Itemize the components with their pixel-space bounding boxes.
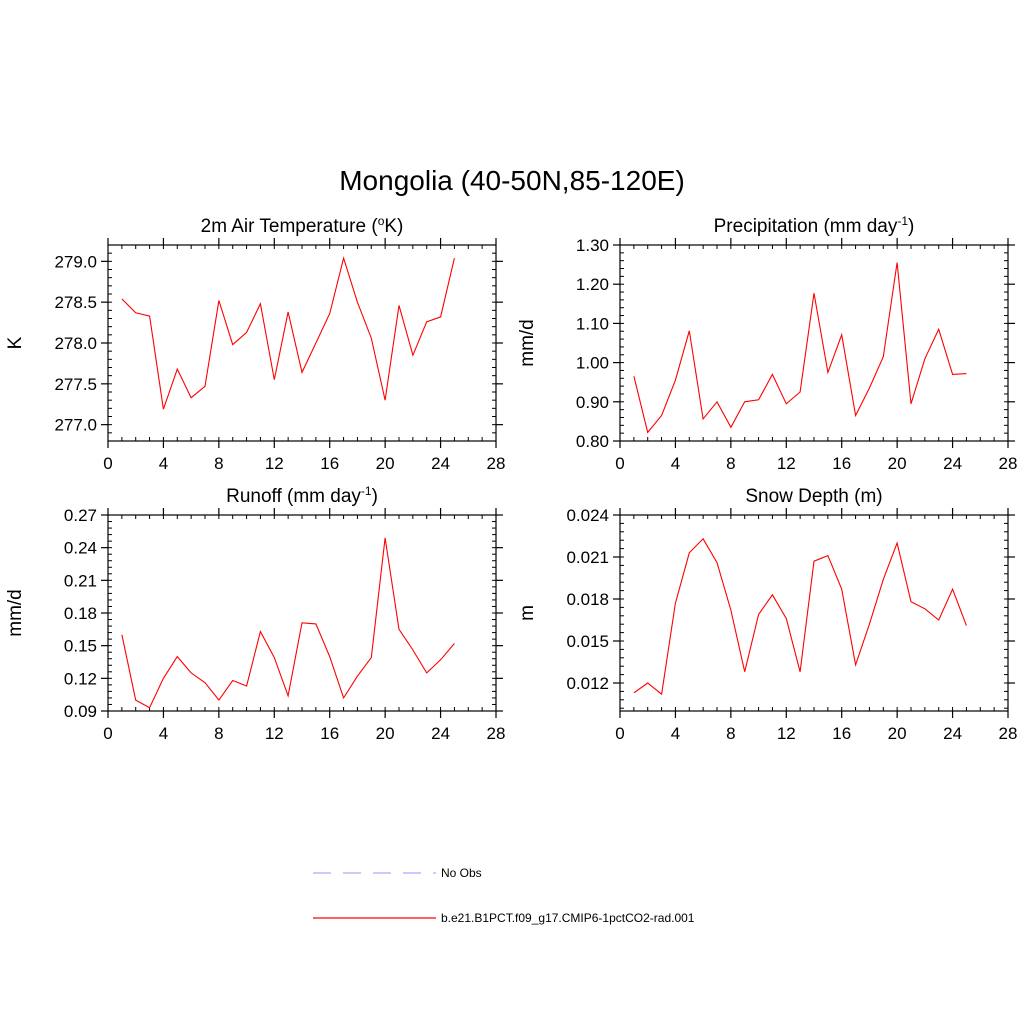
x-tick-label: 28 [487, 454, 506, 473]
y-tick-label: 0.018 [566, 590, 609, 609]
x-tick-label: 8 [726, 454, 735, 473]
y-tick-label: 0.80 [576, 432, 609, 451]
y-tick-label: 0.18 [64, 604, 97, 623]
x-tick-label: 4 [671, 724, 680, 743]
series-line [121, 537, 455, 709]
x-tick-label: 24 [943, 724, 962, 743]
series-line [121, 256, 455, 410]
panels: 2m Air Temperature (oK) K 0 4 8 12 16 20 24 28 277… [5, 214, 1017, 743]
y-axis-label: mm/d [5, 589, 26, 637]
panel-title: Snow Depth (m) [745, 486, 882, 507]
panel-title: Precipitation (mm day-1) [714, 214, 915, 237]
panel-3: Runoff (mm day-1) mm/d 0 4 8 12 16 20 24 28 0.09 0.… [5, 484, 505, 743]
y-tick-label: 1.30 [576, 236, 609, 255]
legend: No Obs b.e21.B1PCT.f09_g17.CMIP6-1pctCO2-… [313, 866, 695, 925]
title-main: Precipitation (mm day [714, 216, 898, 237]
panel-title: Runoff (mm day-1) [226, 484, 378, 507]
panel-1: 2m Air Temperature (oK) K 0 4 8 12 16 20 24 28 277… [5, 214, 505, 473]
x-tick-label: 24 [431, 724, 450, 743]
x-tick-label: 24 [943, 454, 962, 473]
y-tick-label: 279.0 [54, 252, 97, 271]
y-tick-label: 0.12 [64, 669, 97, 688]
x-tick-label: 24 [431, 454, 450, 473]
plot-frame [107, 514, 497, 712]
x-tick-label: 4 [671, 454, 680, 473]
x-tick-label: 12 [265, 454, 284, 473]
x-tick-label: 28 [487, 724, 506, 743]
y-tick-label: 277.5 [54, 375, 97, 394]
title-main: 2m Air Temperature ( [201, 216, 379, 237]
panel-4: Snow Depth (m) m 0 4 8 12 16 20 24 28 0.012 0.015 0.… [517, 486, 1017, 743]
y-tick-label: 1.00 [576, 354, 609, 373]
legend-label: No Obs [441, 866, 482, 880]
x-tick-label: 20 [376, 454, 395, 473]
title-superscript: -1 [897, 214, 908, 228]
y-tick-label: 0.15 [64, 637, 97, 656]
title-superscript: o [378, 214, 385, 228]
y-tick-label: 277.0 [54, 416, 97, 435]
y-tick-label: 0.021 [566, 548, 609, 567]
y-tick-label: 278.5 [54, 293, 97, 312]
x-tick-label: 0 [615, 454, 624, 473]
panel-2: Precipitation (mm day-1) mm/d 0 4 8 12 16 20 24 2… [517, 214, 1017, 473]
x-tick-label: 20 [888, 724, 907, 743]
x-tick-label: 4 [159, 724, 168, 743]
y-tick-label: 0.09 [64, 702, 97, 721]
x-tick-label: 0 [103, 724, 112, 743]
y-tick-label: 0.015 [566, 632, 609, 651]
x-tick-label: 8 [214, 724, 223, 743]
series-line [633, 262, 967, 434]
y-axis-label: K [5, 336, 26, 349]
y-tick-label: 0.21 [64, 571, 97, 590]
x-tick-label: 8 [214, 454, 223, 473]
x-tick-label: 16 [320, 454, 339, 473]
y-axis-label: m [517, 605, 538, 621]
x-tick-label: 16 [320, 724, 339, 743]
title-tail: ) [372, 486, 378, 507]
y-tick-label: 0.012 [566, 674, 609, 693]
y-tick-label: 1.20 [576, 275, 609, 294]
x-tick-label: 16 [832, 724, 851, 743]
x-tick-label: 12 [265, 724, 284, 743]
title-tail: K) [384, 216, 403, 237]
title-tail: ) [908, 216, 914, 237]
plot-frame [107, 244, 497, 442]
x-tick-label: 0 [103, 454, 112, 473]
x-tick-label: 20 [888, 454, 907, 473]
figure-title: Mongolia (40-50N,85-120E) [339, 165, 685, 196]
y-tick-label: 0.24 [64, 539, 97, 558]
x-tick-label: 28 [999, 454, 1018, 473]
x-tick-label: 4 [159, 454, 168, 473]
y-tick-label: 0.90 [576, 393, 609, 412]
title-main: Snow Depth (m) [745, 486, 882, 507]
x-tick-label: 12 [777, 724, 796, 743]
series-line [633, 537, 967, 696]
plot-frame [619, 244, 1009, 442]
title-superscript: -1 [361, 484, 372, 498]
x-tick-label: 16 [832, 454, 851, 473]
x-tick-label: 28 [999, 724, 1018, 743]
x-tick-label: 8 [726, 724, 735, 743]
y-tick-label: 0.024 [566, 506, 609, 525]
x-tick-label: 20 [376, 724, 395, 743]
legend-label: b.e21.B1PCT.f09_g17.CMIP6-1pctCO2-rad.00… [441, 911, 695, 925]
panel-title: 2m Air Temperature (oK) [201, 214, 404, 237]
y-axis-label: mm/d [517, 319, 538, 367]
x-tick-label: 0 [615, 724, 624, 743]
x-tick-label: 12 [777, 454, 796, 473]
y-tick-label: 1.10 [576, 314, 609, 333]
plot-frame [619, 514, 1009, 712]
y-tick-label: 278.0 [54, 334, 97, 353]
title-main: Runoff (mm day [226, 486, 361, 507]
y-tick-label: 0.27 [64, 506, 97, 525]
